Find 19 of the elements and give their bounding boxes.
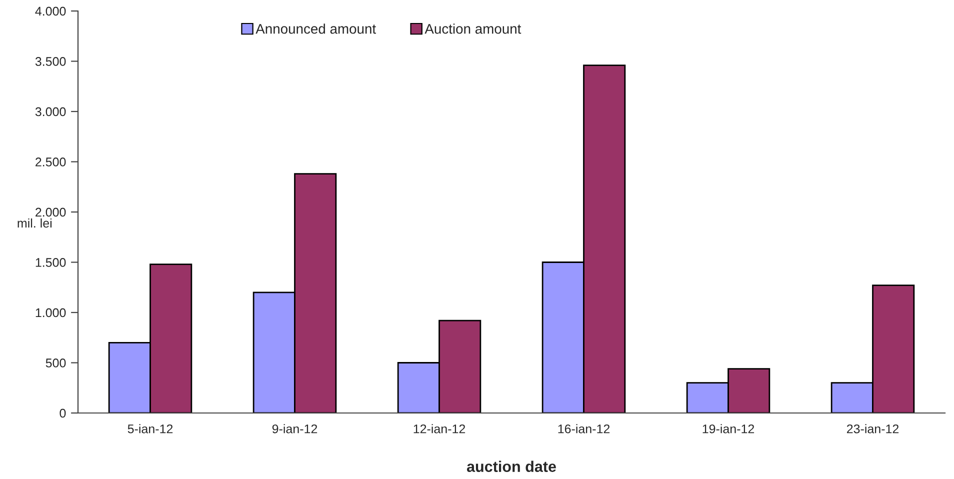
y-tick-label: 1.500 bbox=[36, 258, 66, 267]
x-axis-title: auction date bbox=[466, 460, 556, 472]
y-tick-label: 3.500 bbox=[35, 57, 66, 66]
x-tick-label: 19-ian-12 bbox=[702, 424, 754, 434]
y-tick-label: 0 bbox=[60, 408, 66, 418]
y-tick-label: 4.000 bbox=[35, 6, 66, 16]
legend-label: Announced amount bbox=[256, 24, 376, 34]
x-tick-label: 16-ian-12 bbox=[558, 424, 610, 434]
y-tick-label: 2.500 bbox=[36, 158, 66, 166]
y-tick-label: 3.000 bbox=[35, 107, 66, 116]
x-tick-label: 12-ian-12 bbox=[414, 424, 466, 434]
x-tick-label: 23-ian-12 bbox=[846, 424, 899, 434]
x-tick-label: 9-ian-12 bbox=[272, 424, 318, 434]
y-axis-title: mil. lei bbox=[18, 218, 52, 228]
y-tick-label: 1.000 bbox=[36, 308, 66, 318]
x-tick-label: 5-ian-12 bbox=[128, 424, 173, 434]
legend-label: Auction amount bbox=[424, 24, 522, 34]
y-tick-label: 500 bbox=[46, 358, 66, 368]
y-tick-label: 2.000 bbox=[36, 208, 66, 217]
